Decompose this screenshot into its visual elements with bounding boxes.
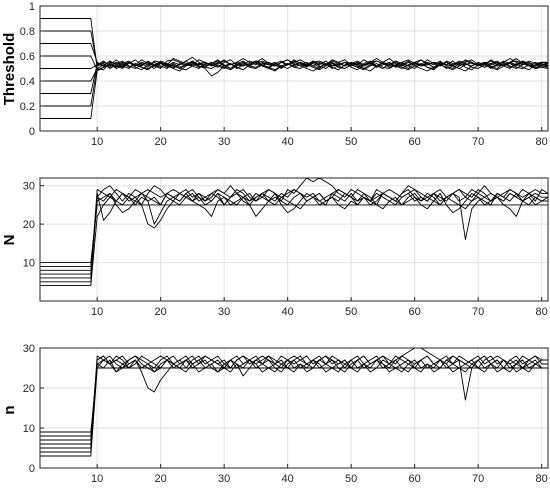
x-tick-label: 80 xyxy=(536,473,548,485)
series-line-7 xyxy=(40,59,548,94)
series-line-8 xyxy=(40,60,548,107)
x-tick-label: 70 xyxy=(472,136,484,148)
y-tick-label: 20 xyxy=(23,219,35,231)
axes-box xyxy=(39,177,549,302)
y-tick-label: 10 xyxy=(23,423,35,435)
x-tick-label: 40 xyxy=(282,136,294,148)
series-line-4 xyxy=(40,189,548,275)
series-line-7 xyxy=(40,192,548,287)
y-tick-label: 0.2 xyxy=(20,101,35,113)
x-tick-label: 50 xyxy=(345,473,357,485)
y-tick-label: 0.8 xyxy=(20,26,35,38)
chart-panel: 10 20 30 40 50 60 70 80 0 0.2 0.4 0.6 0.8 1 Threshold xyxy=(1,1,549,148)
chart-panel: 10 20 30 40 50 60 70 80 10 20 30 N xyxy=(1,177,549,318)
y-tick-label: 30 xyxy=(23,181,35,193)
y-axis-label: Threshold xyxy=(1,33,18,106)
x-tick-label: 60 xyxy=(409,306,421,318)
series-line-9 xyxy=(40,60,549,119)
x-tick-label: 20 xyxy=(155,136,167,148)
series-line-3 xyxy=(40,177,549,271)
x-tick-label: 50 xyxy=(345,136,357,148)
x-tick-label: 30 xyxy=(218,136,230,148)
x-tick-label: 60 xyxy=(409,473,421,485)
series-line-5 xyxy=(40,192,548,279)
y-tick-label: 0.4 xyxy=(20,76,35,88)
x-tick-label: 30 xyxy=(218,306,230,318)
y-tick-label: 0.6 xyxy=(20,51,35,63)
x-tick-label: 40 xyxy=(282,473,294,485)
y-tick-label: 20 xyxy=(23,383,35,395)
y-tick-label: 0 xyxy=(29,463,35,475)
y-axis-label: n xyxy=(1,405,18,414)
x-tick-label: 10 xyxy=(91,306,103,318)
x-tick-label: 80 xyxy=(536,306,548,318)
y-tick-label: 1 xyxy=(29,1,35,13)
x-tick-label: 10 xyxy=(91,136,103,148)
plot-area xyxy=(40,348,548,468)
axes-box xyxy=(39,347,549,469)
series-line-3 xyxy=(40,43,548,68)
series-line-5 xyxy=(40,359,548,449)
x-tick-label: 50 xyxy=(345,306,357,318)
x-tick-label: 70 xyxy=(472,306,484,318)
series-line-7 xyxy=(40,359,548,457)
chart-panel: 10 20 30 40 50 60 70 80 0 10 20 30 n xyxy=(1,343,549,485)
series-line-6 xyxy=(40,61,548,82)
x-tick-label: 80 xyxy=(536,136,548,148)
x-tick-label: 20 xyxy=(155,473,167,485)
series-line-3 xyxy=(40,347,548,441)
x-tick-label: 60 xyxy=(409,136,421,148)
y-tick-label: 30 xyxy=(23,343,35,355)
x-tick-label: 20 xyxy=(155,306,167,318)
y-axis-label: N xyxy=(1,235,18,246)
x-tick-label: 30 xyxy=(218,473,230,485)
axes-box xyxy=(39,5,549,132)
x-tick-label: 70 xyxy=(472,473,484,485)
y-tick-label: 10 xyxy=(23,258,35,270)
series-line-6 xyxy=(40,355,548,453)
y-tick-label: 0 xyxy=(29,126,35,138)
plot-area xyxy=(40,178,548,301)
plot-area xyxy=(40,6,548,131)
x-tick-label: 40 xyxy=(282,306,294,318)
x-tick-label: 10 xyxy=(91,473,103,485)
